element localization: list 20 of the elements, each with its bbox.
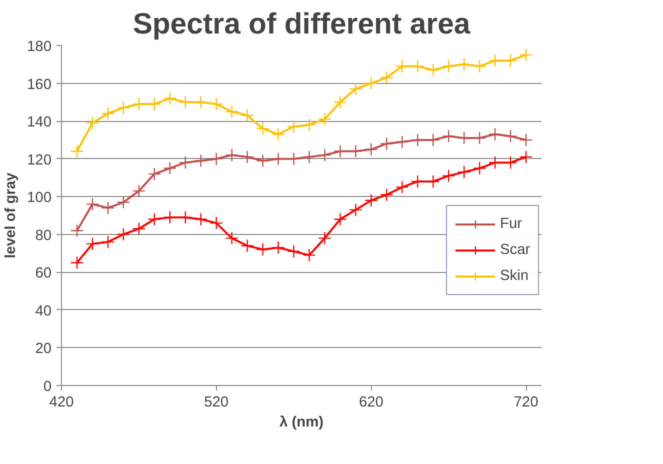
- legend-label: Skin: [500, 268, 529, 284]
- x-tick-label: 520: [204, 394, 229, 410]
- x-axis-title: λ (nm): [280, 414, 324, 430]
- y-tick-label: 160: [27, 76, 52, 93]
- y-tick-label: 80: [35, 228, 52, 244]
- x-tick-label: 620: [358, 394, 384, 410]
- y-tick-label: 40: [35, 303, 52, 320]
- chart-title: Spectra of different area: [132, 8, 471, 40]
- y-tick-label: 140: [27, 114, 52, 131]
- legend-label: Fur: [500, 216, 522, 232]
- y-tick-label: 20: [35, 341, 52, 358]
- y-tick-label: 60: [35, 266, 52, 282]
- y-tick-label: 0: [43, 379, 52, 395]
- legend-label: Scar: [500, 242, 530, 258]
- x-tick-label: 720: [514, 394, 538, 410]
- y-axis-title: level of gray: [3, 172, 20, 258]
- y-tick-label: 100: [27, 190, 52, 206]
- x-tick-label: 420: [49, 394, 74, 410]
- y-tick-label: 180: [27, 39, 52, 55]
- y-tick-label: 120: [27, 152, 52, 168]
